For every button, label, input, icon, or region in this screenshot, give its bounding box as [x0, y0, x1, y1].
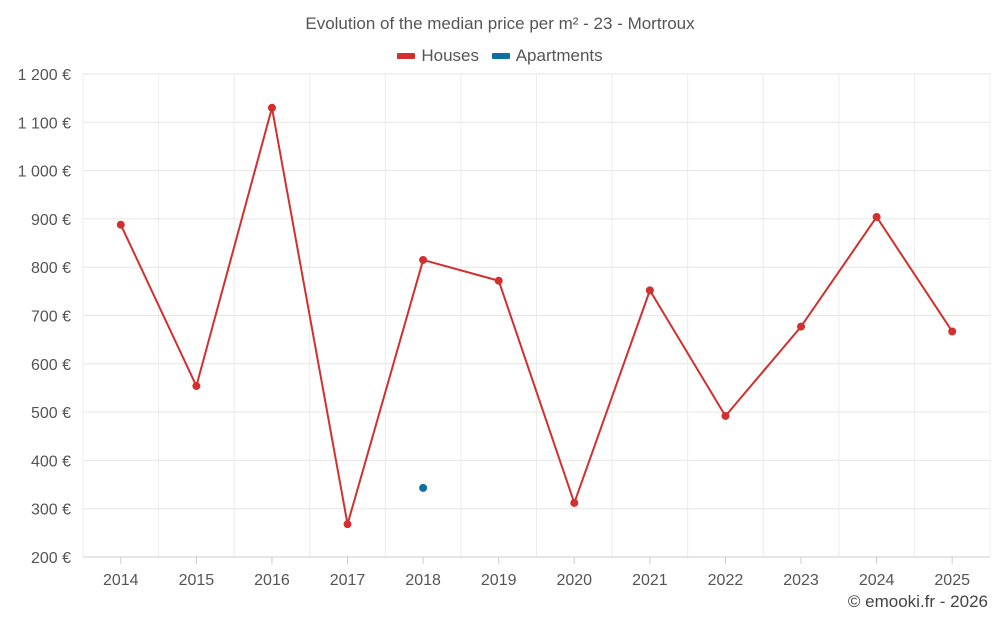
legend: Houses Apartments	[0, 44, 1000, 66]
data-point-houses-2024[interactable]	[872, 212, 881, 221]
data-point-houses-2014[interactable]	[116, 220, 125, 229]
data-point-apartments-2018[interactable]	[419, 483, 428, 492]
legend-item-apartments[interactable]: Apartments	[491, 46, 603, 66]
x-tick-label: 2020	[556, 572, 592, 589]
x-tick-label: 2019	[481, 572, 517, 589]
x-tick-label: 2022	[708, 572, 744, 589]
data-point-houses-2015[interactable]	[192, 382, 201, 391]
legend-swatch-apartments	[491, 53, 510, 59]
legend-label-houses: Houses	[421, 46, 479, 65]
y-tick-label: 900 €	[31, 212, 71, 229]
x-axis: 2014 2015 2016 2017 2018 2019 2020 2021 2022 2023…	[83, 556, 990, 589]
y-tick-label: 400 €	[31, 453, 71, 470]
legend-swatch-houses	[397, 53, 416, 59]
data-point-houses-2023[interactable]	[797, 322, 806, 331]
data-point-houses-2019[interactable]	[494, 276, 503, 285]
y-tick-label: 1 200 €	[18, 67, 71, 84]
data-point-houses-2017[interactable]	[343, 520, 352, 529]
y-tick-label: 1 100 €	[18, 115, 71, 132]
y-tick-label: 300 €	[31, 502, 71, 519]
data-point-houses-2016[interactable]	[267, 103, 276, 112]
data-point-houses-2025[interactable]	[948, 327, 957, 336]
legend-label-apartments: Apartments	[515, 46, 603, 65]
data-point-houses-2020[interactable]	[570, 498, 579, 507]
legend-item-houses[interactable]: Houses	[397, 46, 479, 66]
y-tick-label: 200 €	[31, 550, 71, 567]
credit-text: © emooki.fr - 2026	[847, 592, 988, 611]
y-axis: 200 € 300 € 400 € 500 € 600 € 700 € 800 € 900 €…	[18, 67, 71, 567]
x-tick-label: 2016	[254, 572, 290, 589]
x-tick-label: 2018	[405, 572, 441, 589]
chart-series	[116, 103, 957, 529]
data-point-houses-2018[interactable]	[419, 255, 428, 264]
y-tick-label: 1 000 €	[18, 164, 71, 181]
y-tick-label: 500 €	[31, 405, 71, 422]
chart-grid	[82, 73, 991, 558]
data-point-houses-2021[interactable]	[645, 286, 654, 295]
x-tick-label: 2023	[783, 572, 819, 589]
x-tick-label: 2021	[632, 572, 668, 589]
x-tick-label: 2014	[103, 572, 139, 589]
x-tick-label: 2025	[934, 572, 970, 589]
x-tick-label: 2024	[859, 572, 895, 589]
data-point-houses-2022[interactable]	[721, 411, 730, 420]
series-line-houses	[119, 106, 954, 526]
y-tick-label: 700 €	[31, 309, 71, 326]
y-tick-label: 800 €	[31, 260, 71, 277]
x-tick-label: 2015	[179, 572, 215, 589]
x-tick-label: 2017	[330, 572, 366, 589]
chart-title: Evolution of the median price per m² - 2…	[305, 14, 695, 33]
y-tick-label: 600 €	[31, 357, 71, 374]
